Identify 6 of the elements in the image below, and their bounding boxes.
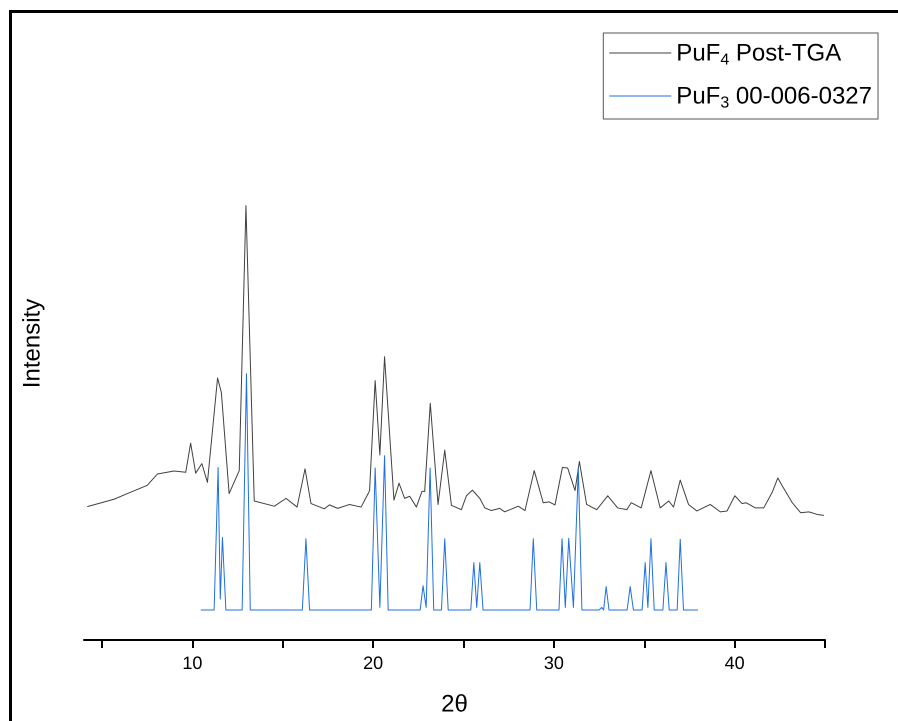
x-tick-label: 10 — [182, 653, 202, 673]
x-tick-label: 20 — [363, 653, 384, 673]
x-tick-label: 40 — [724, 653, 745, 673]
x-tick-label: 30 — [544, 653, 564, 673]
x-axis-title: 2θ — [441, 690, 468, 718]
y-axis-title: Intensity — [18, 298, 46, 388]
